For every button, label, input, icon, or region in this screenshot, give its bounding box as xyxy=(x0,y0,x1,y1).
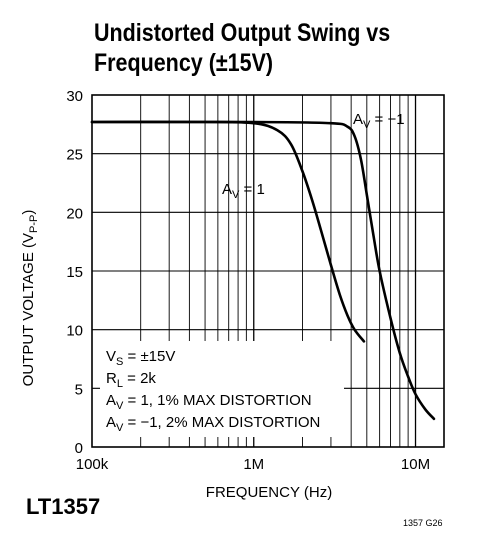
y-tick-label: 25 xyxy=(66,147,83,164)
y-tick-label: 10 xyxy=(66,323,83,340)
y-axis-title-sub: P-P xyxy=(28,215,40,233)
series-line-av-minus-1 xyxy=(90,120,436,421)
x-tick-labels: 100k 1M 10M xyxy=(76,456,430,473)
y-axis-title-main: OUTPUT VOLTAGE (V xyxy=(20,233,37,386)
chart-title: Undistorted Output Swing vs Frequency (±… xyxy=(94,18,390,78)
series-line-av-1 xyxy=(90,120,366,343)
chart-title-line-2: Frequency (±15V) xyxy=(94,49,274,77)
plot-border xyxy=(91,94,445,448)
series-label-av-1: AV = 1 xyxy=(222,181,265,201)
y-tick-label: 5 xyxy=(75,381,83,398)
series-label-av-minus-1: AV = −1 xyxy=(353,111,405,131)
y-tick-label: 15 xyxy=(66,264,83,281)
x-axis-title: FREQUENCY (Hz) xyxy=(206,484,332,501)
series-layer xyxy=(90,120,436,421)
conditions-annotation: VS = ±15V RL = 2k AV = 1, 1% MAX DISTORT… xyxy=(100,341,344,437)
y-tick-label: 30 xyxy=(66,88,83,105)
y-tick-labels: 0 5 10 15 20 25 30 xyxy=(66,88,83,457)
annotation-background xyxy=(100,341,344,437)
plot-frame xyxy=(91,94,445,448)
y-axis-title: OUTPUT VOLTAGE (VP-P) xyxy=(20,210,40,387)
y-tick-label: 0 xyxy=(75,440,83,457)
x-tick-label: 1M xyxy=(243,456,264,473)
figure-code: 1357 G26 xyxy=(403,518,443,528)
annotation-line-vs: VS = ±15V xyxy=(106,348,175,368)
part-number: LT1357 xyxy=(26,494,101,519)
chart-title-line-1: Undistorted Output Swing vs xyxy=(94,19,391,47)
y-axis-title-end: ) xyxy=(20,210,37,215)
annotation-line-av-1: AV = −1, 2% MAX DISTORTION xyxy=(106,414,320,434)
x-tick-label: 100k xyxy=(76,456,109,473)
y-tick-label: 20 xyxy=(66,205,83,222)
annotation-line-rl: RL = 2k xyxy=(106,370,156,390)
annotation-line-av1: AV = 1, 1% MAX DISTORTION xyxy=(106,392,312,412)
x-tick-label: 10M xyxy=(401,456,430,473)
